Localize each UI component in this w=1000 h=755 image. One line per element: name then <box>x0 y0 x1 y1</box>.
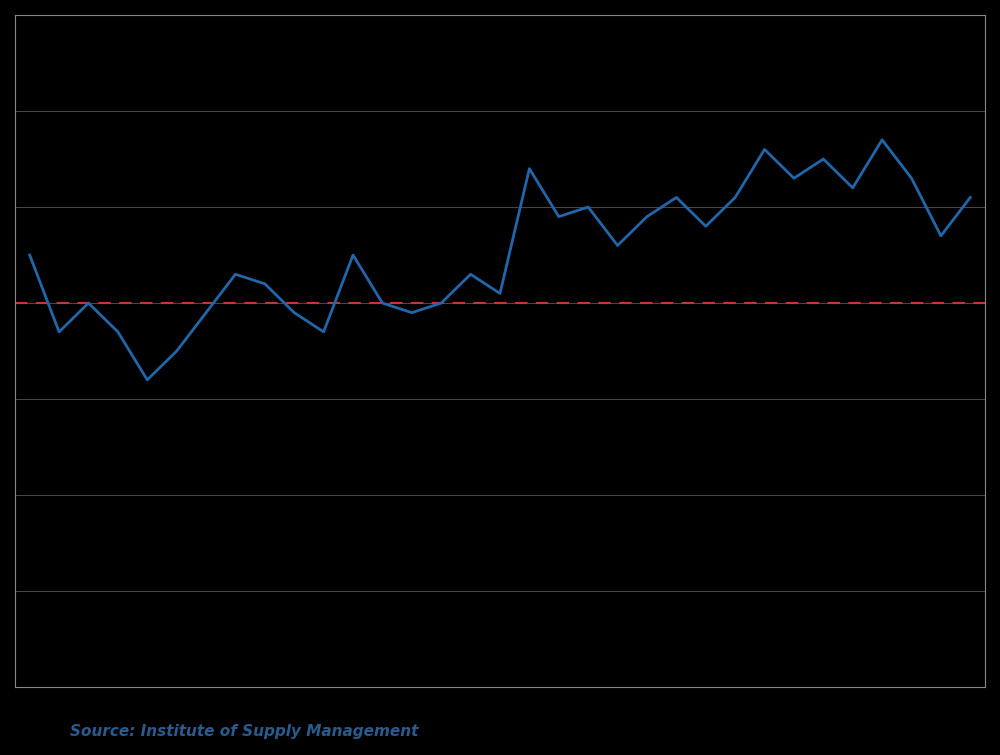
Text: Source: Institute of Supply Management: Source: Institute of Supply Management <box>70 724 418 739</box>
